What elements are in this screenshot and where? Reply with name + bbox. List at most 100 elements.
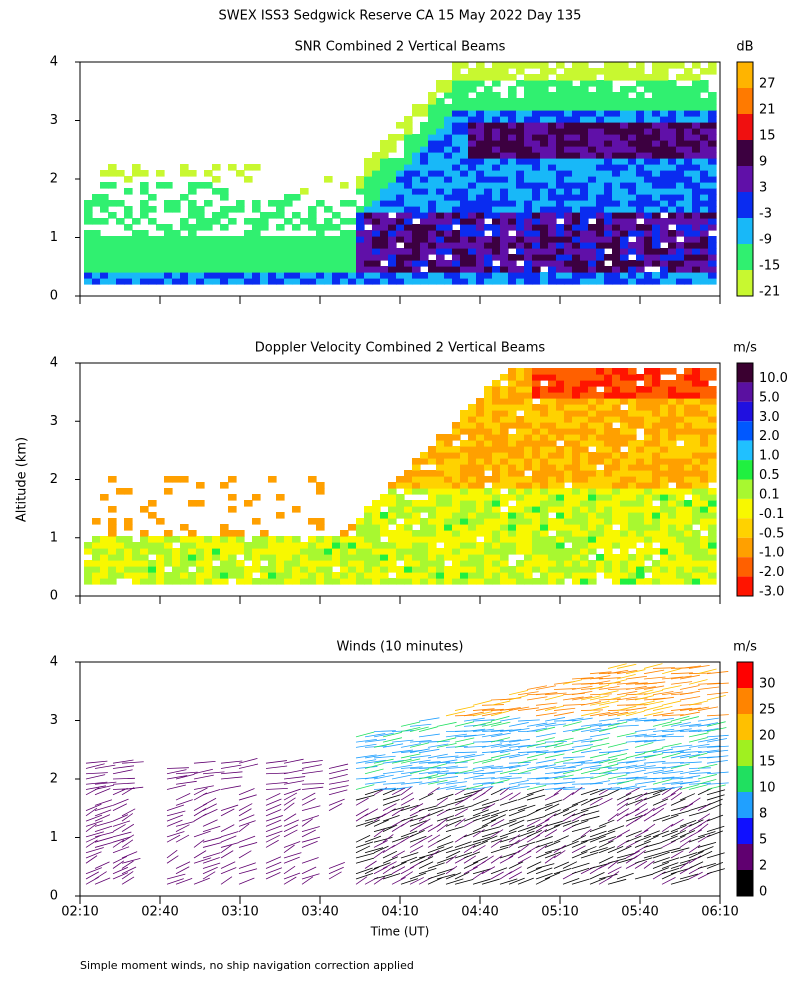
field-cell xyxy=(524,530,533,537)
field-cell xyxy=(556,152,565,159)
field-cell xyxy=(268,236,277,243)
field-cell xyxy=(492,248,501,255)
field-cell xyxy=(500,68,509,75)
field-cell xyxy=(588,398,597,405)
field-cell xyxy=(604,410,613,417)
wind-barb xyxy=(508,834,521,843)
wind-barb xyxy=(535,692,558,696)
field-cell xyxy=(660,218,669,225)
field-cell xyxy=(708,392,717,399)
field-cell xyxy=(500,176,509,183)
wind-barb xyxy=(571,744,593,748)
field-cell xyxy=(476,554,485,561)
field-cell xyxy=(564,248,573,255)
field-cell xyxy=(572,428,581,435)
field-cell xyxy=(628,404,637,411)
field-cell xyxy=(124,236,133,243)
field-cell xyxy=(556,458,565,465)
field-cell xyxy=(524,236,533,243)
field-cell xyxy=(412,464,421,471)
field-cell xyxy=(532,272,541,279)
field-cell xyxy=(652,194,661,201)
field-cell xyxy=(580,380,589,387)
field-cell xyxy=(244,578,253,585)
field-cell xyxy=(460,230,469,237)
field-cell xyxy=(572,164,581,171)
field-cell xyxy=(436,566,445,573)
field-cell xyxy=(700,518,709,525)
wind-barb xyxy=(328,803,343,811)
field-cell xyxy=(204,536,213,543)
field-cell xyxy=(540,560,549,567)
field-cell xyxy=(452,110,461,117)
field-cell xyxy=(540,476,549,483)
field-cell xyxy=(388,248,397,255)
field-cell xyxy=(100,494,109,501)
field-cell xyxy=(516,146,525,153)
wind-barb xyxy=(94,809,112,817)
field-cell xyxy=(644,164,653,171)
wind-barb xyxy=(355,852,375,859)
field-cell xyxy=(532,554,541,561)
field-cell xyxy=(572,128,581,135)
wind-barb xyxy=(589,737,610,743)
field-cell xyxy=(164,560,173,567)
field-cell xyxy=(84,278,93,285)
field-cell xyxy=(532,248,541,255)
wind-barb xyxy=(661,668,681,675)
field-cell xyxy=(628,98,637,105)
wind-barb xyxy=(328,871,342,880)
field-cell xyxy=(420,110,429,117)
field-cell xyxy=(444,542,453,549)
wind-barb xyxy=(616,829,631,838)
wind-barb xyxy=(481,743,503,748)
field-cell xyxy=(588,410,597,417)
wind-barb xyxy=(400,781,423,785)
field-cell xyxy=(308,206,317,213)
wind-barb xyxy=(607,871,620,880)
field-cell xyxy=(668,464,677,471)
wind-barb xyxy=(661,785,683,790)
field-cell xyxy=(604,524,613,531)
field-cell xyxy=(668,98,677,105)
field-cell xyxy=(524,434,533,441)
wind-barb xyxy=(643,753,664,759)
field-cell xyxy=(260,542,269,549)
field-cell xyxy=(84,248,93,255)
field-cell xyxy=(500,398,509,405)
field-cell xyxy=(364,254,373,261)
field-cell xyxy=(692,506,701,513)
field-cell xyxy=(572,500,581,507)
field-cell xyxy=(180,524,189,531)
wind-barb xyxy=(436,815,455,822)
wind-barb xyxy=(499,830,517,838)
field-cell xyxy=(252,164,261,171)
field-cell xyxy=(444,152,453,159)
field-cell xyxy=(444,452,453,459)
field-cell xyxy=(436,500,445,507)
field-cell xyxy=(604,254,613,261)
field-cell xyxy=(268,254,277,261)
field-cell xyxy=(492,428,501,435)
field-cell xyxy=(436,176,445,183)
field-cell xyxy=(588,482,597,489)
wind-barb xyxy=(283,792,298,801)
field-cell xyxy=(564,110,573,117)
field-cell xyxy=(644,194,653,201)
field-cell xyxy=(708,152,717,159)
field-cell xyxy=(116,542,125,549)
field-cell xyxy=(388,518,397,525)
field-cell xyxy=(556,536,565,543)
colorbar-tick-label: 10 xyxy=(759,781,776,796)
field-cell xyxy=(412,566,421,573)
wind-barb xyxy=(589,835,606,843)
wind-barb xyxy=(616,785,637,790)
field-cell xyxy=(404,164,413,171)
wind-barb xyxy=(445,799,464,806)
field-cell xyxy=(668,530,677,537)
field-cell xyxy=(676,272,685,279)
field-cell xyxy=(124,536,133,543)
field-cell xyxy=(660,452,669,459)
wind-barb xyxy=(598,819,615,827)
